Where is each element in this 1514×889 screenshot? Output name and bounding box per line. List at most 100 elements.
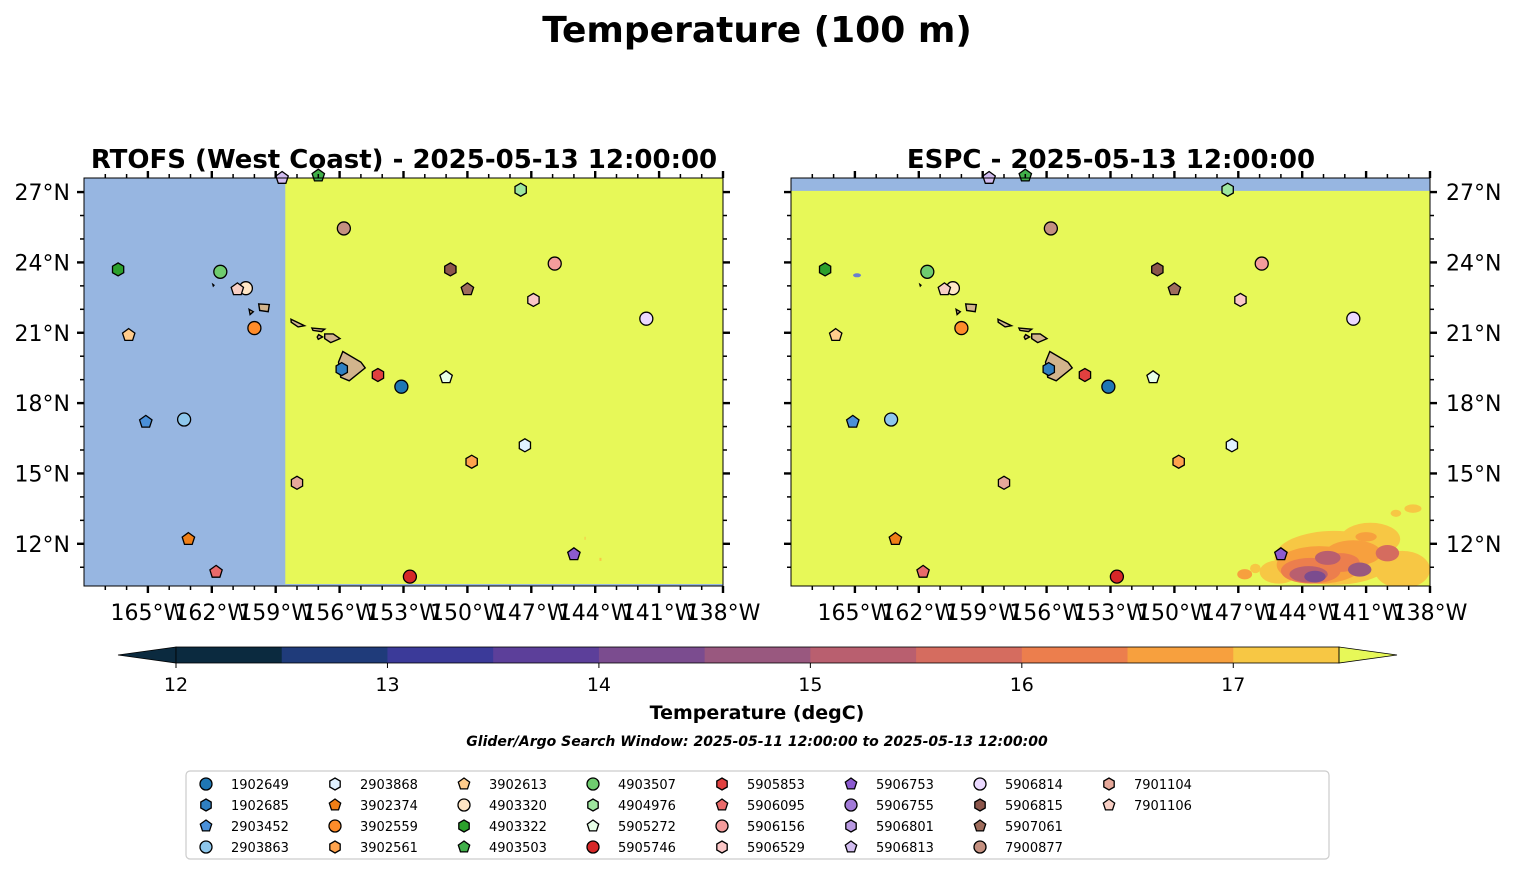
float-1902649 (1101, 379, 1116, 394)
rtofs-panel: RTOFS (West Coast) - 2025-05-13 12:00:00… (15, 145, 761, 626)
float-4903507 (920, 264, 935, 279)
legend-marker-4903322 (458, 819, 470, 833)
y-tick-label: 21°N (1446, 322, 1501, 347)
legend-marker-4903507 (586, 777, 600, 791)
float-legend: 1902649 1902685 2903452 2903863 2903868 39023… (185, 770, 1330, 860)
float-1902685 (1042, 361, 1056, 377)
x-tick-label: 156°W (1009, 601, 1084, 626)
legend-label: 3902374 (360, 799, 418, 814)
cool-patch (1375, 544, 1400, 562)
legend-label: 2903863 (231, 841, 289, 856)
legend-marker-5906801 (845, 819, 857, 833)
colorbar: 12 13 14 15 16 17 (117, 646, 1398, 696)
y-tick-label: 18°N (1446, 392, 1501, 417)
float-4904976 (514, 182, 527, 197)
legend-marker-5905272 (586, 819, 600, 832)
search-window-note: Glider/Argo Search Window: 2025-05-11 12… (466, 734, 1048, 750)
y-tick-label: 18°N (15, 392, 70, 417)
float-5906753 (1273, 546, 1288, 561)
y-tick-label: 15°N (1446, 462, 1501, 487)
legend-marker-3902613 (457, 777, 471, 790)
x-tick-label: 138°W (686, 601, 761, 626)
float-2903452 (138, 414, 153, 428)
float-4904976 (1221, 182, 1234, 197)
legend-marker-2903452 (199, 819, 213, 832)
float-5906813 (982, 170, 997, 184)
float-4903322 (818, 262, 832, 277)
float-5906156 (1254, 256, 1269, 271)
colorbar-segment (704, 647, 811, 663)
x-tick-label: 159°W (238, 601, 313, 626)
cool-patch (1314, 550, 1341, 565)
legend-marker-3902561 (329, 840, 341, 854)
legend-marker-5906753 (844, 777, 858, 790)
y-tick-label: 27°N (1446, 181, 1501, 206)
float-7901106 (230, 282, 245, 296)
float-5906529 (527, 292, 540, 308)
float-7900877 (1043, 221, 1059, 236)
float-7900877 (336, 221, 352, 236)
float-5905853 (371, 367, 385, 383)
cold-strip (285, 584, 723, 586)
float-4903322 (111, 262, 125, 277)
colorbar-segment (281, 647, 388, 663)
float-5906814 (639, 311, 654, 326)
float-7901104 (290, 475, 304, 491)
cool-patch (1237, 569, 1253, 580)
x-tick-label: 144°W (1265, 601, 1340, 626)
x-tick-label: 162°W (174, 601, 249, 626)
colorbar-tick-label: 13 (375, 674, 399, 696)
x-tick-label: 147°W (494, 601, 569, 626)
cool-patch (1390, 509, 1402, 517)
legend-marker-2903863 (199, 840, 213, 854)
x-tick-label: 144°W (558, 601, 633, 626)
temperature-field (84, 178, 723, 586)
legend-label: 4903503 (489, 841, 547, 856)
legend-label: 5906095 (747, 799, 805, 814)
legend-marker-7900877 (973, 840, 987, 854)
colorbar-segment (1127, 647, 1234, 663)
island-land (248, 307, 255, 316)
float-7901106 (937, 282, 952, 296)
island-land (257, 303, 271, 313)
colorbar-under-extension (117, 646, 177, 664)
legend-marker-5906755 (844, 798, 858, 812)
cool-patch (1304, 570, 1326, 583)
panel-title-rtofs: RTOFS (West Coast) - 2025-05-13 12:00:00 (91, 145, 717, 175)
island-land (211, 282, 215, 288)
float-2903863 (176, 412, 192, 427)
legend-marker-5906815 (974, 798, 986, 812)
legend-label: 5906755 (876, 799, 934, 814)
warm-speck (599, 557, 602, 561)
float-1902685 (335, 361, 349, 377)
cold-band (791, 178, 1430, 191)
colorbar-segment (916, 647, 1023, 663)
legend-label: 5905853 (747, 778, 805, 793)
float-3902559 (247, 320, 262, 336)
espc-panel: ESPC - 2025-05-13 12:00:00 165°W162°W159… (784, 145, 1501, 626)
legend-label: 5906814 (1005, 778, 1063, 793)
float-2903863 (883, 412, 899, 427)
float-3902374 (181, 531, 196, 546)
cold-speck (853, 273, 862, 278)
float-3902374 (888, 531, 903, 546)
y-tick-label: 24°N (15, 251, 70, 276)
warm-speck (584, 536, 586, 540)
cool-patch (1347, 562, 1372, 577)
legend-marker-5905746 (586, 840, 600, 854)
x-tick-label: 153°W (1073, 601, 1148, 626)
legend-marker-5906813 (844, 840, 858, 853)
float-2903452 (845, 414, 860, 428)
legend-frame (185, 770, 1330, 860)
cool-patch (1355, 532, 1377, 542)
x-tick-label: 153°W (366, 601, 441, 626)
legend-marker-4903503 (457, 840, 471, 853)
float-5905853 (1078, 367, 1092, 383)
float-3902561 (1172, 454, 1185, 469)
legend-marker-3902559 (328, 819, 342, 833)
legend-marker-3902374 (328, 798, 342, 811)
float-2903868 (518, 438, 532, 453)
x-tick-label: 156°W (302, 601, 377, 626)
x-tick-label: 141°W (1329, 601, 1404, 626)
